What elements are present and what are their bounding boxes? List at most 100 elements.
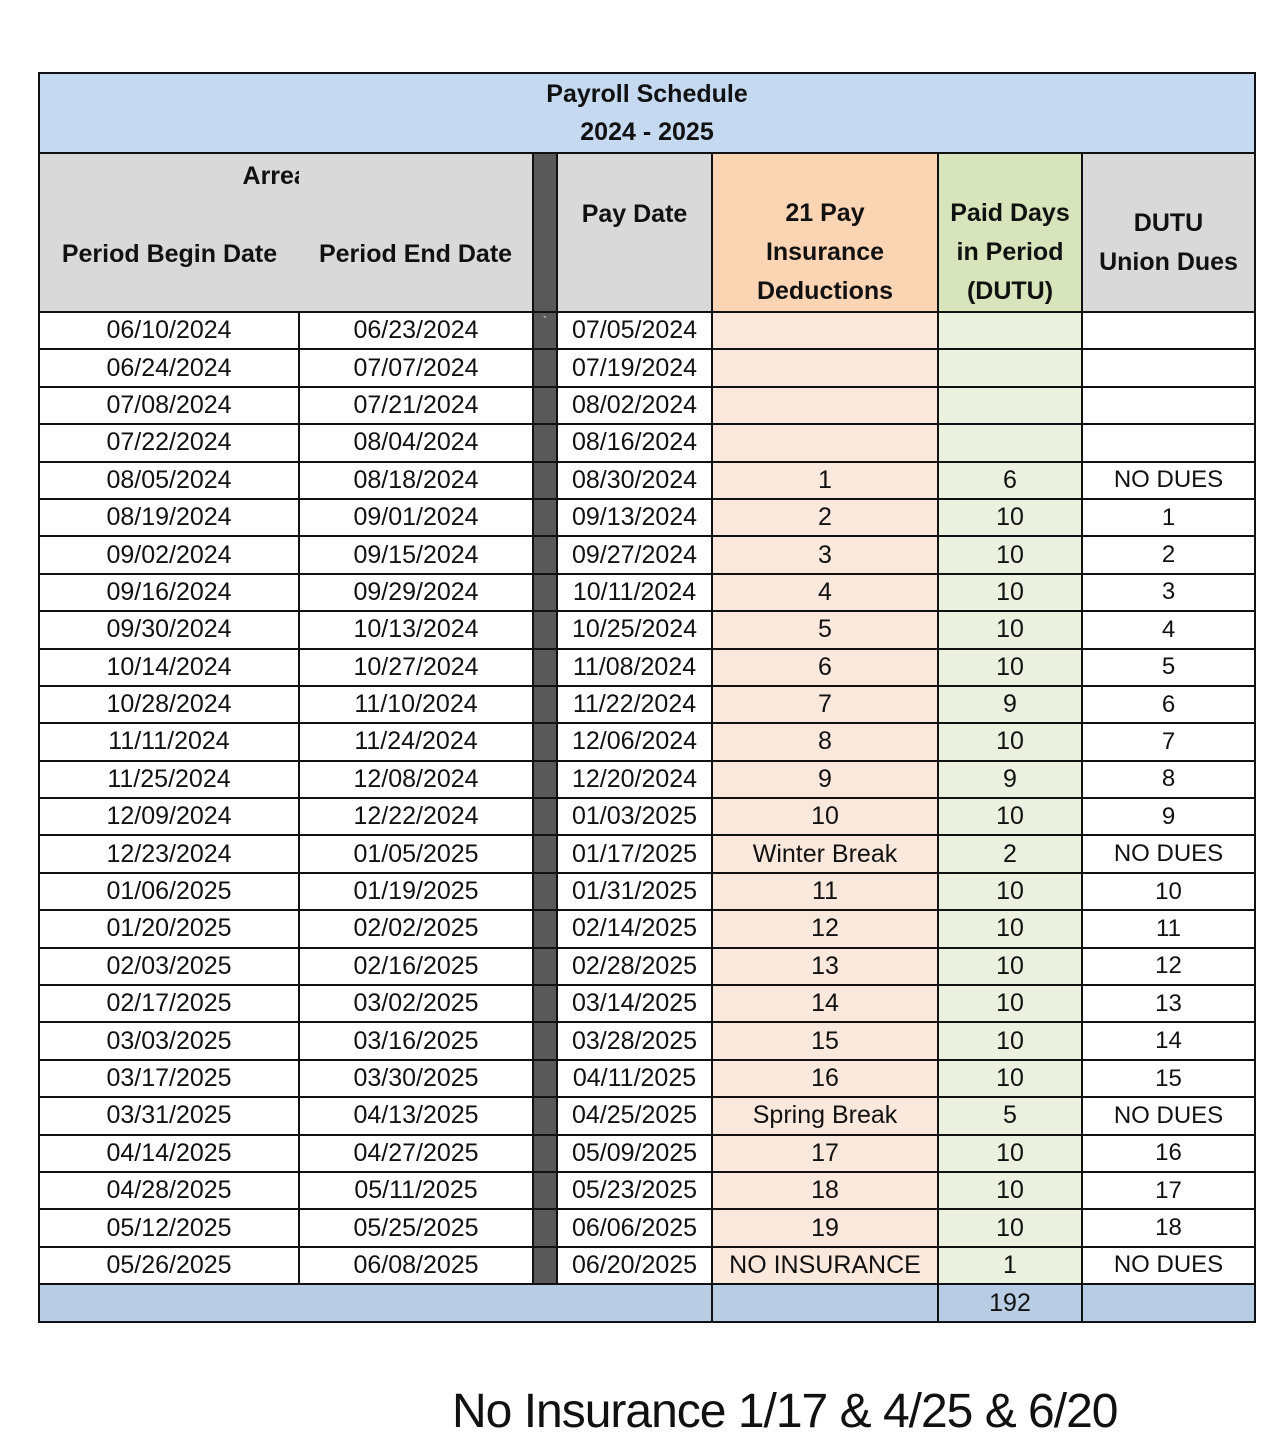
separator-cell — [532, 684, 558, 725]
paid-days-cell: 10 — [937, 1021, 1083, 1061]
insurance-cell: Winter Break — [711, 834, 939, 874]
header-paid-days: Paid Days in Period (DUTU) — [937, 152, 1083, 313]
table-row: 06/24/2024 07/07/2024 07/19/2024 — [38, 348, 1257, 388]
period-end-cell: 09/01/2024 — [298, 497, 534, 538]
period-end-cell: 03/16/2025 — [298, 1021, 534, 1061]
union-dues-cell: 1 — [1080, 497, 1257, 538]
insurance-cell: 15 — [711, 1021, 939, 1061]
separator-cell — [532, 535, 558, 575]
period-begin-cell: 08/19/2024 — [38, 497, 300, 538]
pay-date-cell: 09/27/2024 — [556, 535, 713, 575]
separator-cell — [532, 647, 558, 687]
period-end-cell: 07/07/2024 — [298, 348, 534, 388]
period-end-cell: 07/21/2024 — [298, 385, 534, 426]
union-dues-cell: 14 — [1080, 1021, 1257, 1061]
table-row: 11/11/2024 11/24/2024 12/06/2024 8 10 7 — [38, 722, 1257, 762]
period-begin-cell: 03/03/2025 — [38, 1021, 300, 1061]
table-row: 05/12/2025 05/25/2025 06/06/2025 19 10 18 — [38, 1208, 1257, 1248]
period-begin-cell: 11/25/2024 — [38, 759, 300, 800]
table-row: 10/28/2024 11/10/2024 11/22/2024 7 9 6 — [38, 684, 1257, 725]
period-end-cell: 01/05/2025 — [298, 834, 534, 874]
header-period-end-label: Period End Date — [318, 239, 513, 268]
table-row: 01/20/2025 02/02/2025 02/14/2025 12 10 11 — [38, 909, 1257, 949]
table-row: 02/17/2025 03/02/2025 03/14/2025 14 10 13 — [38, 984, 1257, 1024]
period-begin-cell: 02/03/2025 — [38, 946, 300, 987]
period-begin-cell: 05/26/2025 — [38, 1245, 300, 1286]
paid-days-cell: 10 — [937, 909, 1083, 949]
period-end-cell: 09/15/2024 — [298, 535, 534, 575]
union-dues-cell — [1080, 423, 1257, 463]
period-begin-cell: 01/20/2025 — [38, 909, 300, 949]
insurance-cell: 4 — [711, 572, 939, 613]
table-row: 08/05/2024 08/18/2024 08/30/2024 1 6 NO DUES — [38, 460, 1257, 500]
period-end-cell: 12/22/2024 — [298, 797, 534, 837]
table-row: 02/03/2025 02/16/2025 02/28/2025 13 10 12 — [38, 946, 1257, 987]
table-row: 07/08/2024 07/21/2024 08/02/2024 — [38, 385, 1257, 426]
insurance-cell — [711, 423, 939, 463]
pay-date-cell: 01/03/2025 — [556, 797, 713, 837]
period-begin-cell: 04/28/2025 — [38, 1170, 300, 1211]
period-end-cell: 04/13/2025 — [298, 1096, 534, 1136]
paid-days-cell: 10 — [937, 1170, 1083, 1211]
period-end-cell: 12/08/2024 — [298, 759, 534, 800]
pay-date-cell: 07/19/2024 — [556, 348, 713, 388]
pay-date-cell: 04/25/2025 — [556, 1096, 713, 1136]
table-row: 03/31/2025 04/13/2025 04/25/2025 Spring Bre… — [38, 1096, 1257, 1136]
pay-date-cell: 05/09/2025 — [556, 1133, 713, 1173]
insurance-cell: 7 — [711, 684, 939, 725]
header-insurance-line: 21 Pay — [785, 199, 865, 227]
header-period-end: Period End Date — [299, 152, 534, 313]
period-end-cell: 02/02/2025 — [298, 909, 534, 949]
insurance-cell: 1 — [711, 460, 939, 500]
paid-days-cell: 10 — [937, 535, 1083, 575]
pay-date-cell: 03/28/2025 — [556, 1021, 713, 1061]
total-insurance — [711, 1283, 939, 1324]
insurance-cell: 3 — [711, 535, 939, 575]
union-dues-cell: 16 — [1080, 1133, 1257, 1173]
table-row: 06/10/2024 06/23/2024 ` 07/05/2024 — [38, 310, 1257, 351]
header-dues-line: Union Dues — [1099, 247, 1238, 276]
paid-days-cell — [937, 423, 1083, 463]
table-row: 05/26/2025 06/08/2025 06/20/2025 NO INSURAN… — [38, 1245, 1257, 1286]
pay-date-cell: 08/02/2024 — [556, 385, 713, 426]
union-dues-cell: 3 — [1080, 572, 1257, 613]
union-dues-cell — [1080, 385, 1257, 426]
union-dues-cell: 9 — [1080, 797, 1257, 837]
period-end-cell: 08/04/2024 — [298, 423, 534, 463]
table-row: 11/25/2024 12/08/2024 12/20/2024 9 9 8 — [38, 759, 1257, 800]
separator-cell — [532, 1245, 558, 1286]
separator-cell — [532, 423, 558, 463]
insurance-cell: 18 — [711, 1170, 939, 1211]
table-row: 03/17/2025 03/30/2025 04/11/2025 16 10 15 — [38, 1058, 1257, 1099]
paid-days-cell: 9 — [937, 684, 1083, 725]
period-begin-cell: 12/23/2024 — [38, 834, 300, 874]
paid-days-cell: 10 — [937, 610, 1083, 650]
table-row: 09/30/2024 10/13/2024 10/25/2024 5 10 4 — [38, 610, 1257, 650]
period-begin-cell: 07/22/2024 — [38, 423, 300, 463]
separator-cell — [532, 1133, 558, 1173]
header-insurance-line: Deductions — [756, 277, 894, 305]
union-dues-cell: 15 — [1080, 1058, 1257, 1099]
period-begin-cell: 09/16/2024 — [38, 572, 300, 613]
separator-cell: ` — [532, 310, 558, 351]
pay-date-cell: 01/31/2025 — [556, 871, 713, 912]
pay-date-cell: 11/08/2024 — [556, 647, 713, 687]
insurance-cell: 12 — [711, 909, 939, 949]
pay-date-cell: 07/05/2024 — [556, 310, 713, 351]
table-row: 10/14/2024 10/27/2024 11/08/2024 6 10 5 — [38, 647, 1257, 687]
period-begin-cell: 07/08/2024 — [38, 385, 300, 426]
insurance-cell: 11 — [711, 871, 939, 912]
period-end-cell: 06/08/2025 — [298, 1245, 534, 1286]
table-row: 08/19/2024 09/01/2024 09/13/2024 2 10 1 — [38, 497, 1257, 538]
header-insurance-line: Insurance — [765, 238, 885, 266]
union-dues-cell: 12 — [1080, 946, 1257, 987]
period-begin-cell: 11/11/2024 — [38, 722, 300, 762]
paid-days-cell: 10 — [937, 497, 1083, 538]
period-end-cell: 10/27/2024 — [298, 647, 534, 687]
title-line-1: Payroll Schedule — [546, 80, 748, 108]
table-row: 12/23/2024 01/05/2025 01/17/2025 Winter Bre… — [38, 834, 1257, 874]
paid-days-cell: 10 — [937, 1208, 1083, 1248]
title-line-2: 2024 - 2025 — [580, 118, 714, 146]
period-begin-cell: 12/09/2024 — [38, 797, 300, 837]
separator-cell — [532, 460, 558, 500]
